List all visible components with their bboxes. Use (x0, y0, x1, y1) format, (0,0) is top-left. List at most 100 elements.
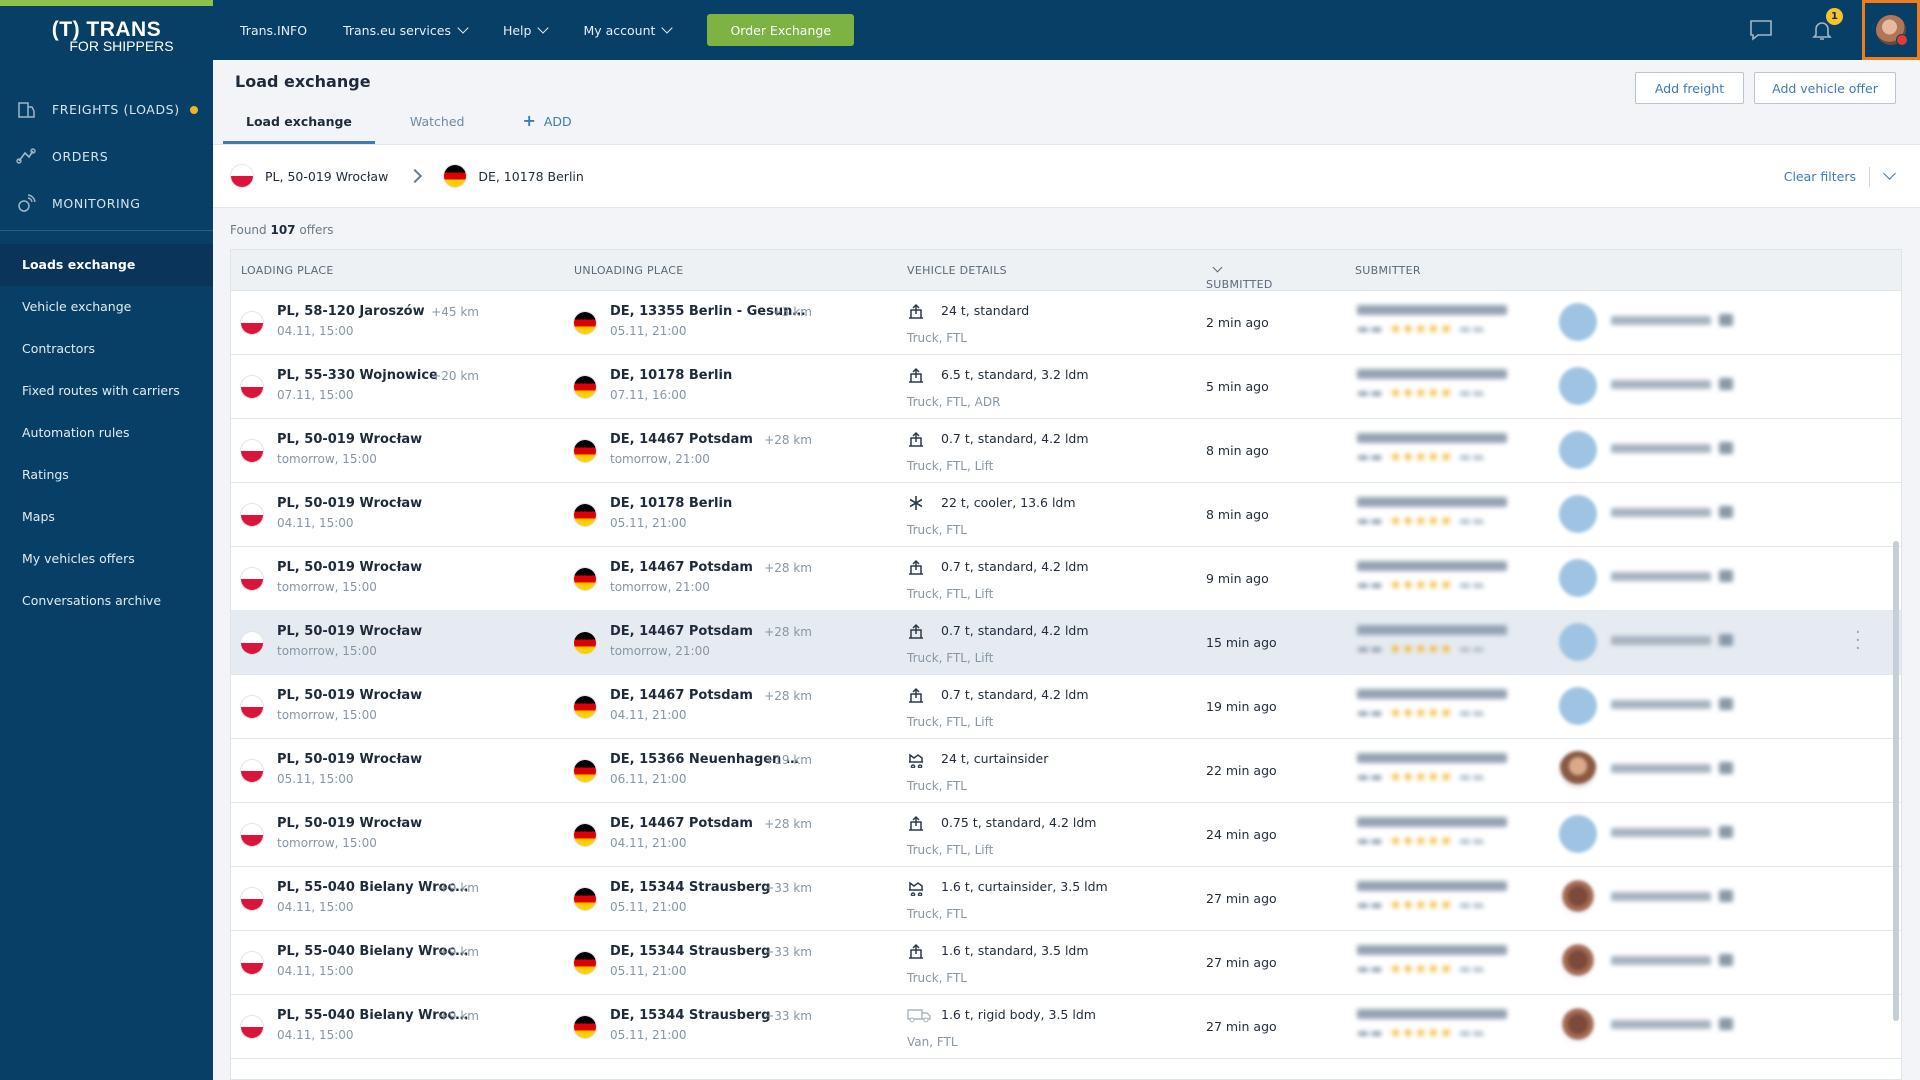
chat-icon[interactable] (1719, 570, 1733, 582)
sidebar-item-maps[interactable]: Maps (22, 509, 55, 524)
filter-to[interactable]: DE, 10178 Berlin (478, 168, 584, 184)
chat-icon[interactable] (1719, 826, 1733, 838)
table-row[interactable]: PL, 50-019 Wrocław 04.11, 15:00 DE, 1017… (231, 483, 1901, 547)
table-row[interactable]: PL, 50-019 Wrocław tomorrow, 15:00 DE, 1… (231, 547, 1901, 611)
table-row[interactable]: PL, 50-019 Wrocław tomorrow, 15:00 DE, 1… (231, 611, 1901, 675)
table-row[interactable]: PL, 55-040 Bielany Wrocławskie +9 km 04.… (231, 995, 1901, 1059)
table-row[interactable]: PL, 50-019 Wrocław tomorrow, 15:00 DE, 1… (231, 675, 1901, 739)
col-submitted[interactable]: SUBMITTED (1206, 262, 1272, 291)
submitter-company[interactable] (1357, 945, 1507, 955)
avatar[interactable] (1559, 495, 1597, 533)
sidebar-item-ratings[interactable]: Ratings (22, 467, 69, 482)
submitter-company[interactable] (1357, 1009, 1507, 1019)
submitter-company[interactable] (1357, 625, 1507, 635)
table-row[interactable]: PL, 58-120 Jaroszów +45 km 04.11, 15:00 … (231, 291, 1901, 355)
submitter-company[interactable] (1357, 817, 1507, 827)
my-account-menu[interactable]: My account (583, 21, 674, 38)
chat-icon[interactable] (1719, 698, 1733, 710)
chat-icon[interactable] (1719, 378, 1733, 390)
submitter-company[interactable] (1357, 433, 1507, 443)
table-row[interactable]: PL, 55-040 Bielany Wrocławskie +9 km 04.… (231, 867, 1901, 931)
submitter-company[interactable] (1357, 881, 1507, 891)
avatar[interactable] (1559, 623, 1597, 661)
order-exchange-button[interactable]: Order Exchange (707, 14, 855, 46)
submitter-company[interactable] (1357, 497, 1507, 507)
col-submitter[interactable]: SUBMITTER (1355, 264, 1421, 277)
avatar[interactable] (1559, 431, 1597, 469)
submitter-person[interactable] (1611, 764, 1711, 773)
trans-services-menu[interactable]: Trans.eu services (343, 21, 469, 38)
chat-icon[interactable] (1719, 762, 1733, 774)
chat-icon[interactable] (1719, 1018, 1733, 1030)
notifications-bell[interactable]: 1 (1810, 8, 1843, 42)
nav-monitoring[interactable]: MONITORING (0, 180, 213, 227)
chat-icon[interactable] (1719, 954, 1733, 966)
user-avatar-button[interactable] (1862, 0, 1920, 60)
avatar[interactable] (1559, 815, 1597, 853)
submitter-person[interactable] (1611, 508, 1711, 517)
trans-info-link[interactable]: Trans.INFO (240, 22, 308, 38)
avatar[interactable] (1559, 687, 1597, 725)
sidebar-item-my-vehicles-offers[interactable]: My vehicles offers (22, 551, 135, 566)
vehicle-details: 24 t, standard (941, 303, 1030, 318)
submitter-company[interactable] (1357, 689, 1507, 699)
table-row[interactable]: PL, 50-019 Wrocław tomorrow, 15:00 DE, 1… (231, 419, 1901, 483)
avatar[interactable] (1559, 303, 1597, 341)
avatar[interactable] (1559, 751, 1597, 789)
table-row[interactable]: PL, 55-040 Bielany Wrocławskie +9 km 04.… (231, 931, 1901, 995)
chat-icon[interactable] (1719, 442, 1733, 454)
trans-logo[interactable]: (T) TRANS FOR SHIPPERS (51, 18, 174, 54)
submitter-company[interactable] (1357, 753, 1507, 763)
sidebar-item-fixed-routes[interactable]: Fixed routes with carriers (22, 383, 180, 398)
chat-icon[interactable] (1719, 506, 1733, 518)
table-row[interactable]: PL, 50-019 Wrocław 05.11, 15:00 DE, 1536… (231, 739, 1901, 803)
sidebar-item-loads-exchange[interactable]: Loads exchange (0, 244, 213, 286)
chat-icon[interactable] (1719, 890, 1733, 902)
more-options-icon[interactable]: · · · (1855, 622, 1861, 659)
avatar[interactable] (1559, 367, 1597, 405)
avatar[interactable] (1559, 1007, 1597, 1045)
nav-freights[interactable]: FREIGHTS (LOADS) (0, 86, 213, 133)
help-menu[interactable]: Help (503, 21, 550, 38)
submitter-company[interactable] (1357, 369, 1507, 379)
avatar[interactable] (1559, 943, 1597, 981)
add-vehicle-offer-button[interactable]: Add vehicle offer (1754, 72, 1896, 104)
table-scrollbar[interactable] (1893, 541, 1899, 1021)
col-vehicle-details[interactable]: VEHICLE DETAILS (907, 264, 1007, 277)
submitter-person[interactable] (1611, 828, 1711, 837)
submitter-company[interactable] (1357, 305, 1507, 315)
filter-separator (1869, 167, 1870, 187)
chat-icon[interactable] (1719, 314, 1733, 326)
submitter-person[interactable] (1611, 1020, 1711, 1029)
tab-watched[interactable]: Watched (409, 114, 465, 129)
avatar[interactable] (1559, 879, 1597, 917)
add-freight-button[interactable]: Add freight (1635, 72, 1744, 104)
submitter-company[interactable] (1357, 561, 1507, 571)
expand-filters-chevron-icon[interactable] (1883, 167, 1896, 180)
add-tab-button[interactable]: + ADD (522, 111, 572, 130)
clear-filters-link[interactable]: Clear filters (1783, 168, 1856, 184)
submitter-person[interactable] (1611, 636, 1711, 645)
submitter-person[interactable] (1611, 444, 1711, 453)
chat-icon[interactable] (1719, 634, 1733, 646)
submitter-person[interactable] (1611, 380, 1711, 389)
nav-orders[interactable]: ORDERS (0, 133, 213, 180)
sidebar-item-contractors[interactable]: Contractors (22, 341, 96, 356)
sidebar-item-automation-rules[interactable]: Automation rules (22, 425, 130, 440)
tab-load-exchange[interactable]: Load exchange (223, 110, 375, 144)
sidebar-item-vehicle-exchange[interactable]: Vehicle exchange (22, 299, 132, 314)
submitter-person[interactable] (1611, 572, 1711, 581)
table-row[interactable]: PL, 50-019 Wrocław tomorrow, 15:00 DE, 1… (231, 803, 1901, 867)
avatar[interactable] (1559, 559, 1597, 597)
filter-from[interactable]: PL, 50-019 Wrocław (265, 168, 389, 184)
submitter-person[interactable] (1611, 316, 1711, 325)
table-row[interactable]: PL, 55-330 Wojnowice +20 km 07.11, 15:00… (231, 355, 1901, 419)
submitter-person[interactable] (1611, 700, 1711, 709)
col-unloading-place[interactable]: UNLOADING PLACE (574, 264, 684, 277)
submitter-person[interactable] (1611, 956, 1711, 965)
submitter-person[interactable] (1611, 892, 1711, 901)
chat-icon[interactable] (1748, 18, 1774, 42)
col-loading-place[interactable]: LOADING PLACE (241, 264, 334, 277)
monitoring-icon (14, 192, 38, 216)
sidebar-item-conversations-archive[interactable]: Conversations archive (22, 593, 162, 608)
